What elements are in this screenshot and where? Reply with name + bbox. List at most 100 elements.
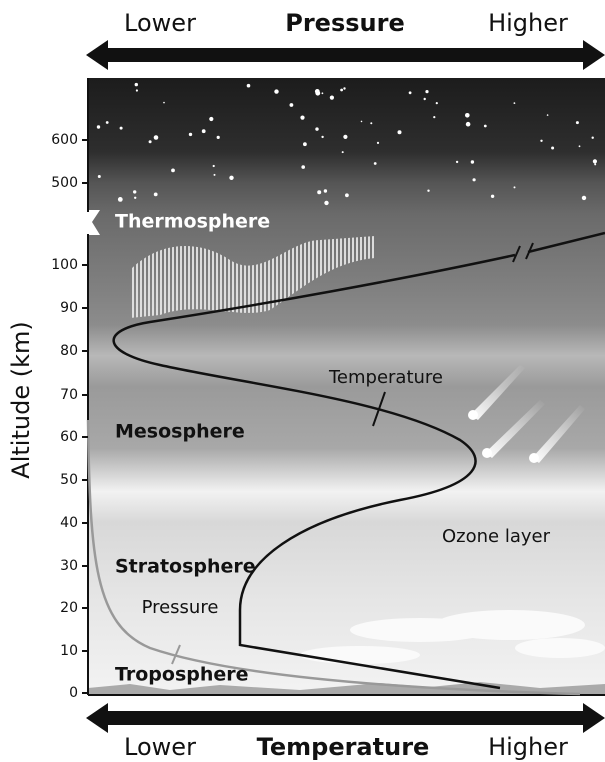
star [317, 190, 322, 195]
layer-label: Stratosphere [115, 556, 256, 578]
star [483, 124, 487, 128]
star [96, 125, 101, 129]
star [321, 135, 324, 139]
star [301, 165, 306, 169]
sky-background [88, 78, 605, 695]
star [216, 135, 220, 139]
star [581, 195, 587, 201]
star [455, 160, 459, 164]
star [97, 175, 101, 178]
star [303, 142, 307, 147]
star [465, 121, 471, 127]
star [470, 160, 475, 164]
star [397, 130, 402, 135]
star [435, 102, 438, 105]
temperature-arrow [86, 703, 605, 733]
star [171, 168, 175, 173]
star [229, 175, 234, 180]
layer-label: Thermosphere [115, 211, 270, 233]
star [134, 196, 137, 199]
star [300, 115, 305, 120]
star [134, 82, 138, 87]
star [133, 190, 137, 194]
y-tick-label: 10 [60, 643, 78, 659]
curve-break [512, 242, 534, 263]
star [212, 164, 215, 168]
star [321, 92, 324, 95]
star [345, 193, 349, 198]
y-tick-label: 70 [60, 387, 78, 403]
star [343, 87, 346, 90]
star [341, 151, 344, 154]
temperature-high: Higher [488, 733, 568, 761]
pressure-label: Pressure [142, 597, 219, 618]
y-tick-label: 90 [60, 300, 78, 316]
star [370, 122, 373, 125]
star [433, 116, 436, 119]
star [163, 101, 165, 104]
y-tick-label: 100 [51, 257, 78, 273]
star [329, 95, 334, 100]
layer-label: Troposphere [115, 664, 249, 686]
star [490, 194, 495, 198]
aurora [130, 236, 375, 318]
pressure-low: Lower [124, 9, 196, 37]
star [323, 189, 328, 193]
pressure-leader [171, 644, 181, 665]
y-tick-label: 500 [51, 175, 78, 191]
star [594, 163, 597, 166]
y-tick-label: 600 [51, 132, 78, 148]
star [425, 90, 429, 94]
y-axis-label: Altitude (km) [7, 321, 35, 478]
y-tick-label: 30 [60, 558, 78, 574]
temperature-leader [372, 391, 386, 427]
star [513, 186, 516, 189]
star [472, 178, 476, 182]
star [188, 132, 193, 137]
star [314, 89, 320, 94]
star [540, 139, 543, 142]
star [408, 91, 412, 95]
layer-label: Mesosphere [115, 421, 245, 443]
temperature-curve [112, 231, 605, 690]
star [376, 141, 380, 144]
star [465, 113, 470, 118]
star [148, 140, 152, 144]
star [427, 189, 430, 192]
star [551, 146, 555, 150]
y-tick-label: 0 [69, 685, 78, 701]
y-tick-label: 20 [60, 600, 78, 616]
temperature-label: Temperature [328, 367, 443, 388]
pressure-arrow [86, 40, 605, 70]
star [591, 136, 594, 139]
pressure-title: Pressure [285, 9, 404, 37]
ozone-label: Ozone layer [442, 526, 551, 547]
star [209, 116, 214, 122]
star [274, 89, 279, 94]
star [105, 121, 109, 124]
star [289, 103, 294, 107]
star [360, 120, 363, 123]
star [513, 102, 516, 104]
meteors [468, 365, 585, 463]
axis-break [84, 210, 100, 235]
temperature-low: Lower [124, 733, 196, 761]
y-tick-label: 40 [60, 515, 78, 531]
star [423, 97, 426, 101]
clouds [300, 610, 605, 664]
star [246, 83, 251, 88]
temperature-title: Temperature [257, 733, 430, 761]
star [575, 121, 579, 125]
star [119, 126, 123, 130]
pressure-high: Higher [488, 9, 568, 37]
star [340, 88, 343, 92]
star [592, 159, 598, 164]
star [117, 197, 123, 202]
star [153, 135, 159, 140]
y-tick-label: 60 [60, 429, 78, 445]
star [578, 145, 581, 148]
star [201, 129, 206, 134]
stars [96, 82, 598, 206]
star [135, 89, 138, 92]
